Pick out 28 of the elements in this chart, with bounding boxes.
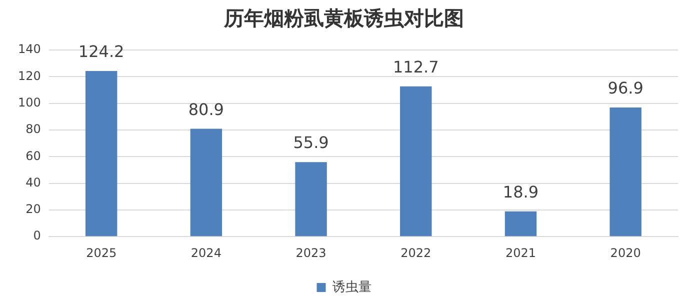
bar [295, 162, 327, 236]
bar [400, 86, 432, 236]
y-tick-label: 20 [26, 202, 41, 216]
y-tick-label: 80 [26, 122, 41, 136]
y-tick-label: 120 [18, 68, 41, 83]
bar [190, 128, 222, 236]
x-tick-label: 2021 [505, 246, 536, 260]
data-label: 124.2 [78, 42, 124, 62]
data-label: 55.9 [293, 133, 329, 152]
y-tick-label: 40 [26, 175, 41, 190]
y-tick-label: 140 [18, 42, 41, 56]
x-tick-label: 2022 [400, 246, 432, 260]
data-label: 80.9 [188, 100, 224, 119]
legend-label: 诱虫量 [332, 280, 372, 295]
x-tick-label: 2023 [296, 246, 326, 260]
x-tick-label: 2025 [86, 246, 117, 260]
bar [610, 107, 642, 236]
bar [85, 71, 118, 236]
y-tick-label: 60 [26, 148, 41, 163]
bar [504, 211, 537, 236]
y-tick-label: 0 [33, 228, 41, 243]
x-tick-label: 2020 [610, 246, 641, 260]
data-label: 96.9 [608, 78, 644, 98]
y-tick-label: 100 [18, 95, 41, 110]
chart-title: 历年烟粉虱黄板诱虫对比图 [223, 6, 464, 30]
data-label: 18.9 [502, 182, 539, 202]
x-tick-label: 2024 [190, 246, 222, 260]
data-label: 112.7 [392, 58, 439, 77]
